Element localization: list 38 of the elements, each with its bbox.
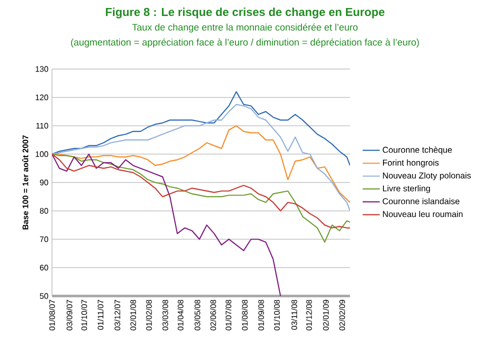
legend-label: Nouveau Zloty polonais — [383, 172, 471, 180]
x-tick-label: 01/02/08 — [146, 300, 152, 330]
text: (augmentation = appréciation face à l’euro / diminution = dépréciation face à l’euro) — [71, 38, 419, 48]
legend-label: Nouveau leu roumain — [383, 210, 463, 218]
x-tick-label: 01/07/08 — [225, 300, 232, 330]
x-tick-label: 02/06/08 — [210, 300, 216, 330]
y-tick-label: 70 — [40, 236, 48, 242]
x-tick-label: 03/09/07 — [66, 300, 72, 330]
x-tick-label: 02/02/09 — [339, 300, 346, 330]
y-tick-label: 60 — [40, 264, 48, 270]
x-tick-label: 01/10/07 — [81, 300, 88, 330]
y-axis-title: Base 100 = 1er août 2007 — [22, 135, 28, 230]
legend-label: Couronne tchèque — [382, 146, 452, 154]
x-tick-label: 01/08/08 — [242, 300, 248, 330]
y-tick-label: 50 — [40, 293, 48, 299]
x-tick-label: 01/11/07 — [98, 300, 104, 330]
y-tick-label: 100 — [36, 151, 48, 157]
x-tick-label: 01/10/08 — [274, 300, 280, 330]
x-tick-label: 02/01/09 — [322, 300, 329, 330]
chart-title: Figure 8 : Le risque de crises de change en Europe — [106, 8, 384, 18]
chart-subtitle: Taux de change entre la monnaie considérée et l’euro — [132, 24, 358, 32]
y-tick-label: 80 — [40, 208, 48, 214]
x-tick-label: 01/08/07 — [49, 300, 55, 330]
x-tick-label: 03/03/08 — [162, 300, 168, 330]
y-tick-label: 110 — [36, 122, 48, 129]
x-tick-label: 02/01/08 — [130, 300, 136, 330]
y-tick-label: 90 — [40, 180, 48, 186]
x-tick-label: 01/04/08 — [178, 300, 184, 330]
y-tick-label: 120 — [36, 94, 48, 100]
y-tick-label: 130 — [36, 66, 48, 72]
legend-label: Livre sterling — [383, 185, 430, 194]
x-tick-label: 01/09/08 — [258, 300, 264, 330]
x-tick-label: 03/11/08 — [291, 300, 298, 330]
x-tick-label: 03/12/07 — [114, 300, 120, 330]
x-tick-label: 03/05/08 — [194, 300, 200, 330]
legend-label: Couronne islandaise — [382, 198, 460, 204]
legend-label: Forint hongrois — [383, 159, 439, 168]
x-tick-label: 01/12/08 — [306, 300, 312, 330]
